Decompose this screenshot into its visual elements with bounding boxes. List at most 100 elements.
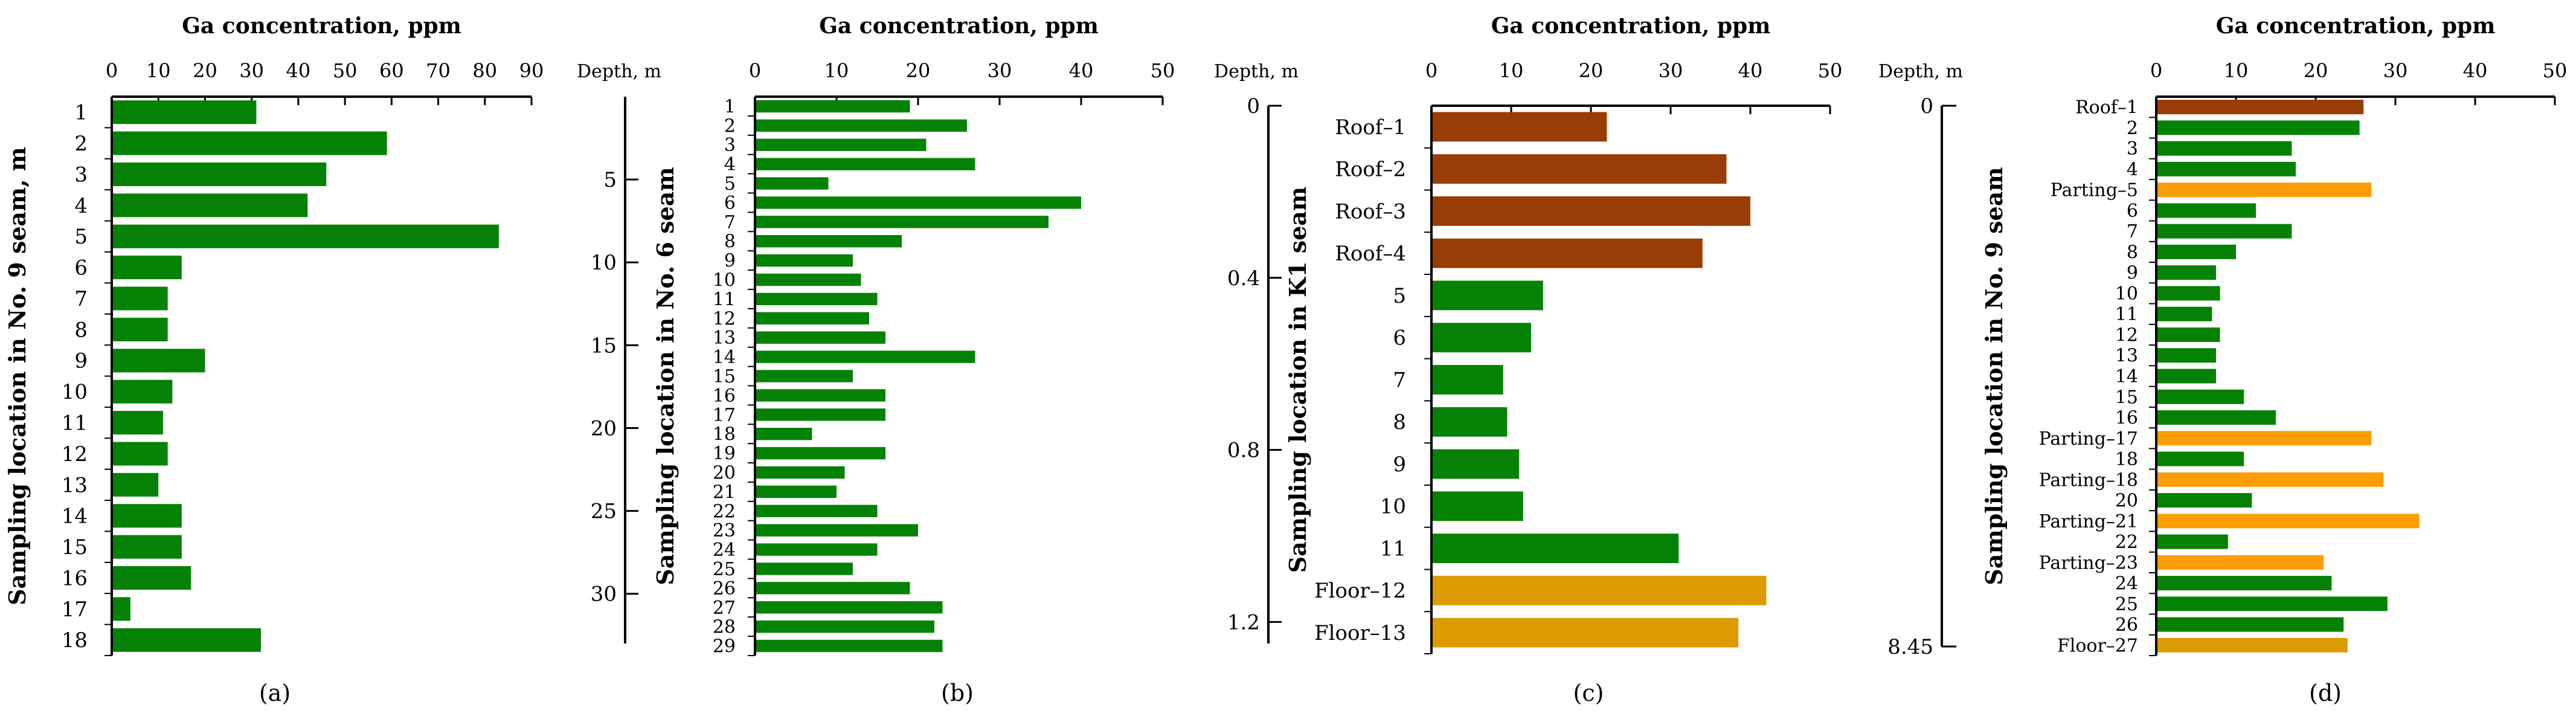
category-label: 6 — [1393, 326, 1406, 350]
bar — [113, 162, 327, 186]
category-label: Parting–17 — [2039, 428, 2138, 450]
y-axis-title: Sampling location in No. 9 seam — [1980, 167, 2008, 585]
bar — [2157, 141, 2292, 156]
category-label: 18 — [2115, 449, 2138, 470]
bar — [756, 466, 845, 479]
bar — [1433, 323, 1531, 353]
panel-label: (d) — [2309, 680, 2342, 706]
bar — [2157, 182, 2372, 198]
depth-tick-label: 0 — [1247, 94, 1260, 118]
category-label: 4 — [74, 194, 88, 218]
bar — [113, 224, 499, 248]
bar — [2157, 410, 2276, 425]
bar — [113, 131, 387, 155]
bar — [2157, 348, 2216, 363]
category-label: 3 — [74, 163, 88, 187]
x-tick-label: 10 — [824, 59, 849, 82]
category-label: 2 — [74, 132, 88, 156]
bar — [756, 100, 910, 113]
category-label: 14 — [713, 347, 736, 368]
x-tick-label: 10 — [2224, 59, 2249, 82]
category-label: 11 — [713, 289, 736, 310]
x-tick-label: 20 — [2304, 59, 2328, 82]
bar — [113, 504, 182, 528]
category-label: 16 — [2115, 408, 2138, 429]
bar — [1433, 534, 1679, 563]
category-label: 22 — [2115, 532, 2138, 553]
category-label: 13 — [713, 327, 736, 349]
bar — [1433, 365, 1503, 395]
category-label: 1 — [724, 96, 736, 117]
bar — [756, 312, 869, 325]
category-label: 13 — [62, 473, 88, 497]
x-tick-label: 60 — [379, 59, 404, 82]
depth-tick-label: 0.8 — [1227, 439, 1260, 463]
bar — [756, 216, 1049, 228]
category-label: Roof–1 — [1335, 115, 1406, 140]
bar — [1433, 449, 1520, 479]
category-label: 11 — [1380, 537, 1406, 561]
category-label: 22 — [713, 501, 736, 522]
bar — [756, 331, 885, 344]
category-label: 24 — [2115, 573, 2138, 595]
category-label: 25 — [2115, 594, 2138, 615]
depth-tick-label: 15 — [591, 334, 617, 358]
bar — [1433, 238, 1703, 268]
bar — [756, 524, 918, 537]
x-tick-label: 20 — [193, 59, 217, 82]
depth-tick-label: 1.2 — [1227, 610, 1260, 634]
bar — [113, 411, 163, 435]
category-label: 3 — [724, 135, 736, 156]
bar — [2157, 369, 2216, 384]
category-label: 6 — [74, 256, 88, 280]
category-label: 8 — [74, 318, 88, 342]
category-label: 20 — [713, 462, 736, 483]
category-label: 17 — [62, 598, 88, 622]
category-label: 21 — [713, 482, 736, 503]
bar — [113, 472, 159, 497]
bar — [113, 442, 168, 466]
bar — [756, 427, 812, 440]
category-label: 7 — [2127, 221, 2138, 242]
category-label: 17 — [713, 405, 736, 426]
bar — [113, 100, 257, 124]
bar — [756, 119, 967, 132]
category-label: 28 — [713, 617, 736, 638]
x-tick-label: 30 — [988, 59, 1012, 82]
bar — [1433, 154, 1727, 184]
bar — [2157, 637, 2348, 653]
bar — [113, 317, 168, 341]
bar — [113, 535, 182, 559]
bar — [756, 196, 1081, 209]
depth-tick-label: 0 — [1920, 94, 1933, 118]
category-label: 4 — [2127, 159, 2138, 180]
bar — [756, 505, 878, 517]
bar — [1433, 280, 1543, 311]
x-tick-label: 0 — [2150, 59, 2162, 82]
chart-title: Ga concentration, ppm — [819, 13, 1099, 39]
category-label: 9 — [1393, 453, 1406, 477]
y-axis-title: Sampling location in K1 seam — [1284, 187, 1311, 573]
bar — [2157, 514, 2420, 529]
y-axis-title: Sampling location in No. 6 seam — [652, 167, 679, 585]
category-label: 8 — [1393, 410, 1406, 434]
bar — [2157, 161, 2296, 176]
x-tick-label: 0 — [1425, 59, 1437, 82]
category-label: 10 — [1380, 495, 1406, 519]
bar — [756, 292, 878, 306]
panel-label: (b) — [941, 680, 974, 706]
x-tick-label: 70 — [426, 59, 451, 82]
x-tick-label: 0 — [106, 59, 118, 82]
bar — [113, 256, 182, 280]
bar — [756, 601, 943, 614]
category-label: 9 — [724, 251, 736, 272]
category-label: 6 — [2127, 201, 2138, 222]
bar — [2157, 224, 2292, 239]
bar — [2157, 100, 2364, 115]
x-tick-label: 50 — [1818, 59, 1843, 82]
bar — [2157, 389, 2244, 404]
category-label: 12 — [62, 442, 88, 466]
